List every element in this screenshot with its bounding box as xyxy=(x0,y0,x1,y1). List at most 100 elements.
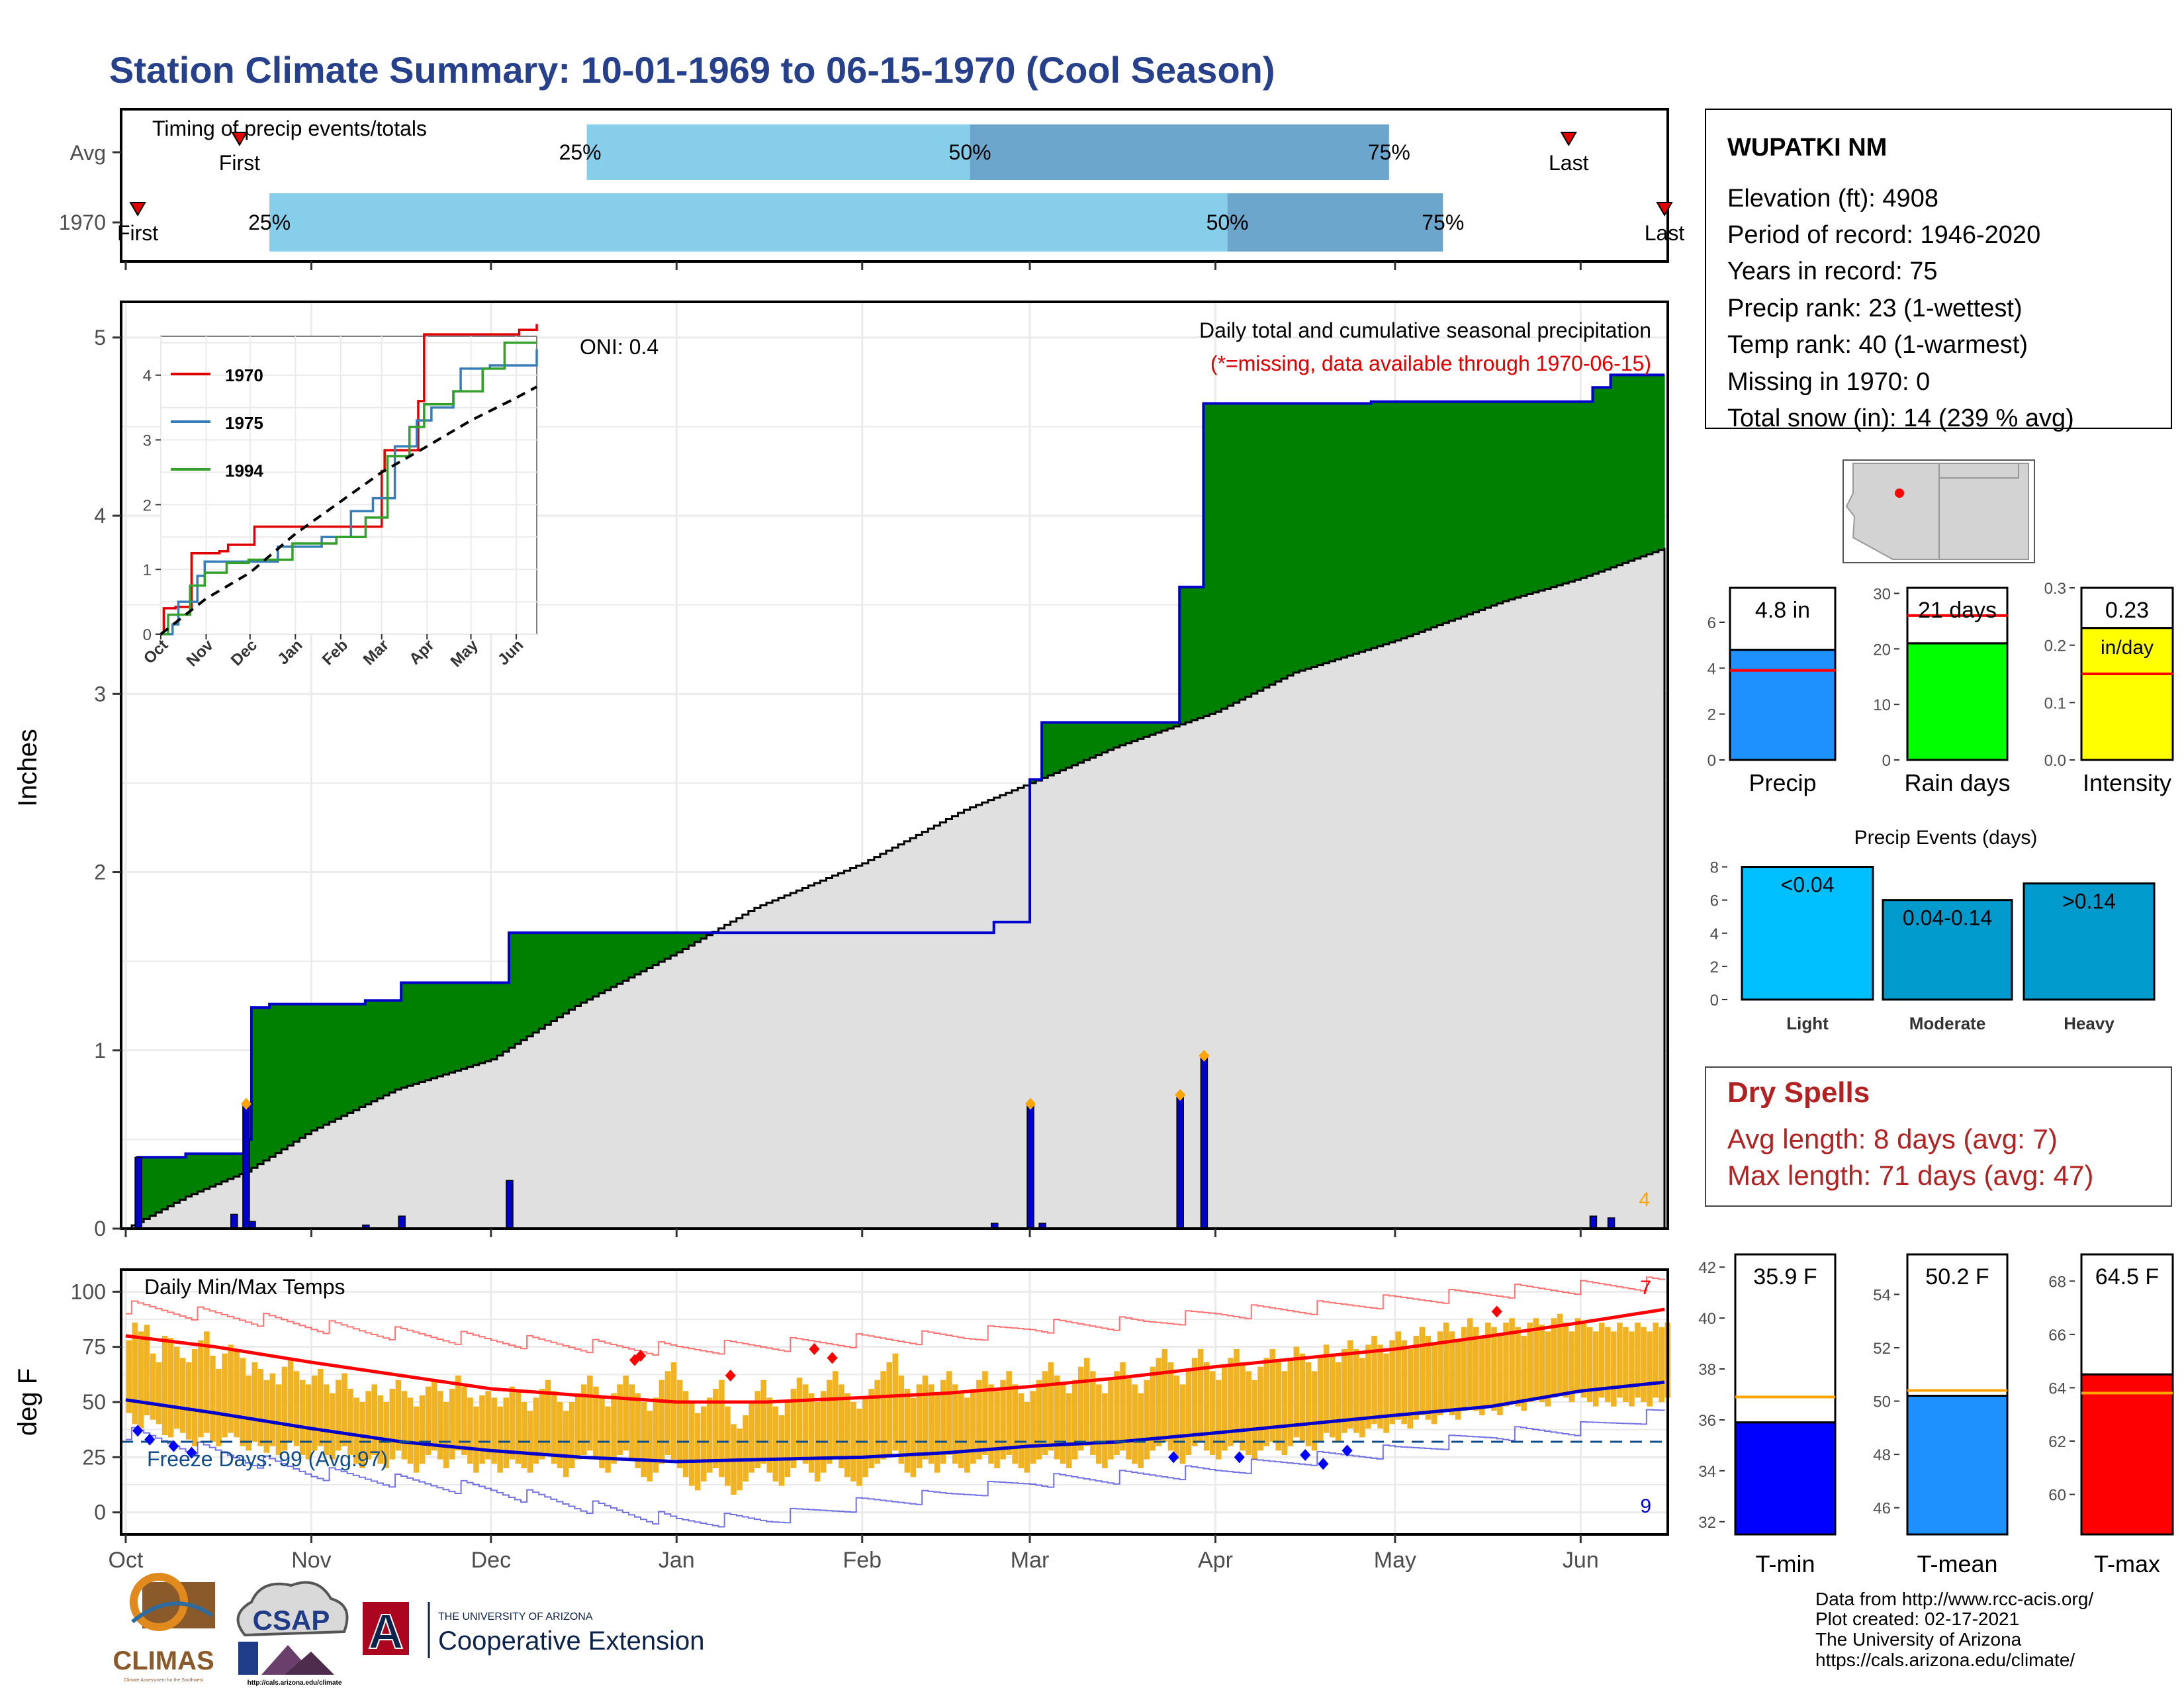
daily-temp-range-bar xyxy=(1090,1371,1096,1455)
daily-precip-bar xyxy=(398,1215,406,1229)
above-normal-fill xyxy=(329,1004,336,1122)
above-normal-fill xyxy=(1640,375,1647,557)
above-normal-fill xyxy=(1215,403,1222,712)
daily-temp-range-bar xyxy=(281,1366,288,1451)
timing-panel: Timing of precip events/totals Avg 1970 … xyxy=(59,108,1684,270)
above-normal-fill xyxy=(299,1004,306,1139)
daily-temp-range-bar xyxy=(1389,1340,1395,1425)
daily-temp-range-bar xyxy=(491,1397,497,1464)
intensity-y-tick-label: 0.0 xyxy=(2044,752,2066,770)
daily-temp-range-bar xyxy=(1592,1331,1599,1407)
tmean-y-tick-label: 46 xyxy=(1873,1500,1891,1518)
above-normal-fill xyxy=(1287,403,1294,676)
daily-temp-range-bar xyxy=(1054,1376,1060,1460)
daily-temp-range-bar xyxy=(144,1325,150,1415)
daily-temp-range-bar xyxy=(1527,1323,1533,1402)
above-normal-fill xyxy=(1431,401,1437,628)
daily-temp-range-bar xyxy=(251,1362,258,1442)
above-normal-fill xyxy=(1179,586,1186,725)
precip-y-tick-label: 0 xyxy=(94,1217,106,1241)
above-normal-fill xyxy=(1042,722,1048,778)
daily-temp-range-bar xyxy=(1455,1340,1461,1420)
daily-temp-range-bar xyxy=(1281,1371,1288,1455)
above-normal-fill xyxy=(647,933,653,968)
above-normal-fill xyxy=(1335,403,1342,660)
daily-temp-range-bar xyxy=(1497,1336,1503,1415)
above-normal-fill xyxy=(179,1157,187,1200)
record-low-marker xyxy=(1234,1451,1245,1464)
station-temp-rank: Temp rank: 40 (1-warmest) xyxy=(1727,331,2028,359)
daily-temp-range-bar xyxy=(365,1391,371,1460)
timing-p25-label-1970: 25% xyxy=(248,211,291,234)
daily-temp-range-bar xyxy=(1150,1366,1156,1451)
above-normal-fill xyxy=(539,933,545,1029)
daily-temp-range-bar xyxy=(1000,1380,1006,1460)
timing-row-label-1970: 1970 xyxy=(59,211,106,234)
daily-temp-range-bar xyxy=(922,1376,929,1460)
above-normal-fill xyxy=(527,933,533,1037)
daily-temp-range-bar xyxy=(545,1380,551,1455)
daily-temp-range-bar xyxy=(1060,1384,1066,1464)
above-normal-fill xyxy=(305,1004,312,1135)
daily-precip-bar xyxy=(506,1180,514,1229)
above-normal-fill xyxy=(628,933,635,978)
daily-precip-marker xyxy=(240,1098,251,1110)
above-normal-fill xyxy=(1610,375,1617,567)
station-period: Period of record: 1946-2020 xyxy=(1727,221,2040,249)
above-normal-fill xyxy=(353,1004,360,1110)
daily-temp-range-bar xyxy=(1586,1327,1593,1402)
small-chart-intensity: 0.0 0.1 0.2 0.3 0.23 in/day Intensity xyxy=(2044,580,2177,796)
rain_days-y-tick-label: 20 xyxy=(1873,641,1891,659)
tmax-value-label: 64.5 F xyxy=(2095,1264,2159,1289)
daily-temp-range-bar xyxy=(808,1393,815,1473)
daily-temp-range-bar xyxy=(1359,1358,1365,1438)
above-normal-fill xyxy=(203,1153,210,1190)
precip_total-y-tick-label: 0 xyxy=(1707,752,1716,770)
events-range-label-heavy: >0.14 xyxy=(2062,890,2116,914)
timing-p25-label-Avg: 25% xyxy=(559,140,602,164)
above-normal-fill xyxy=(580,933,588,1003)
above-normal-fill xyxy=(1502,401,1510,602)
above-normal-fill xyxy=(1269,403,1276,685)
tmin-bar xyxy=(1734,1421,1837,1536)
daily-temp-range-bar xyxy=(311,1376,318,1451)
daily-temp-range-bar xyxy=(958,1391,964,1468)
daily-precip-bar xyxy=(134,1156,142,1229)
daily-temp-range-bar xyxy=(1293,1346,1300,1438)
above-normal-fill xyxy=(1341,403,1348,658)
above-normal-fill xyxy=(1377,401,1384,647)
above-normal-fill xyxy=(508,933,516,1048)
above-normal-fill xyxy=(269,1004,276,1157)
small-chart-tmean: 46 48 50 52 54 50.2 F T-mean xyxy=(1873,1253,2015,1577)
daily-temp-range-bar xyxy=(826,1380,833,1464)
daily-temp-range-bar xyxy=(234,1349,240,1438)
above-normal-fill xyxy=(161,1157,168,1209)
daily-temp-range-bar xyxy=(611,1393,617,1464)
above-normal-fill xyxy=(653,933,659,965)
daily-temp-range-bar xyxy=(898,1376,905,1464)
above-normal-fill xyxy=(1383,401,1390,645)
above-normal-fill xyxy=(1156,722,1162,733)
daily-temp-range-bar xyxy=(138,1331,144,1429)
daily-temp-range-bar xyxy=(1071,1380,1078,1460)
inset-y-tick-label: 3 xyxy=(143,432,152,450)
daily-temp-range-bar xyxy=(1161,1349,1168,1442)
daily-temp-range-bar xyxy=(676,1380,683,1468)
above-normal-fill xyxy=(233,1153,240,1177)
above-normal-fill xyxy=(1526,401,1533,594)
daily-temp-range-bar xyxy=(341,1373,347,1446)
daily-temp-range-bar xyxy=(1234,1349,1240,1442)
tmin-y-tick-label: 40 xyxy=(1698,1310,1716,1328)
daily-temp-range-bar xyxy=(557,1402,563,1468)
precip_total-xlabel: Precip xyxy=(1749,769,1816,796)
daily-temp-range-bar xyxy=(539,1389,545,1460)
daily-temp-range-bar xyxy=(862,1397,868,1477)
daily-temp-range-bar xyxy=(1383,1353,1389,1433)
daily-temp-range-bar xyxy=(1030,1391,1036,1464)
inset-legend-1970: 1970 xyxy=(225,365,263,385)
above-normal-fill xyxy=(1484,401,1492,608)
timing-p50-label-Avg: 50% xyxy=(949,140,991,164)
daily-temp-range-bar xyxy=(179,1358,186,1433)
daily-temp-range-bar xyxy=(443,1402,449,1468)
daily-temp-range-bar xyxy=(479,1395,485,1464)
